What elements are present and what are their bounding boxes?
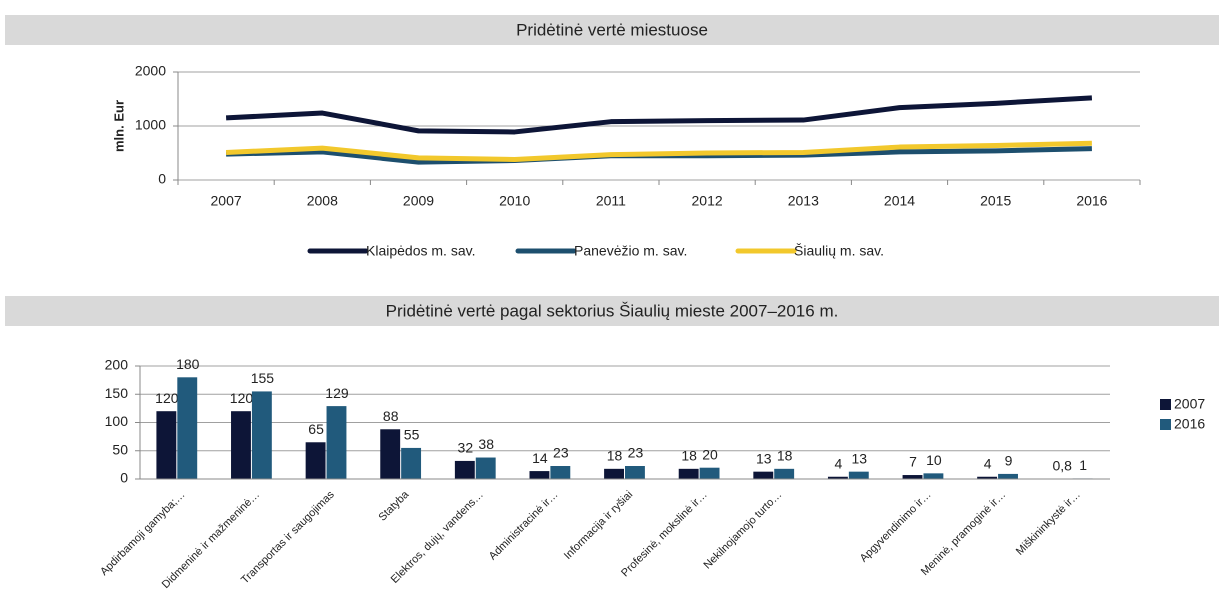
- x-tick-label: 2011: [596, 193, 626, 209]
- data-label: 4: [835, 455, 843, 471]
- x-tick-label: Informacija ir ryšiai: [562, 489, 635, 562]
- bar: [529, 471, 550, 479]
- title-band: [5, 15, 1219, 45]
- data-label: 88: [383, 408, 399, 424]
- y-tick-label: 200: [105, 357, 129, 373]
- data-label: 18: [681, 448, 697, 464]
- data-label: 0,8: [1053, 457, 1073, 473]
- x-tick-label: Profesinė, mokslinė ir…: [619, 489, 710, 580]
- title-band: [5, 296, 1219, 326]
- data-label: 180: [176, 356, 200, 372]
- bar: [380, 429, 401, 479]
- data-label: 23: [553, 445, 569, 461]
- bar: [177, 377, 198, 479]
- bar: [902, 475, 923, 479]
- bar: [774, 468, 795, 479]
- y-tick-label: 0: [120, 470, 128, 486]
- y-axis-label: mln. Eur: [111, 100, 126, 152]
- legend-label: Klaipėdos m. sav.: [366, 243, 475, 259]
- bar: [699, 467, 720, 479]
- data-label: 18: [607, 448, 623, 464]
- data-label: 9: [1005, 453, 1013, 469]
- data-label: 14: [532, 450, 548, 466]
- x-tick-label: 2015: [980, 193, 1011, 209]
- legend-swatch: [1160, 419, 1171, 430]
- bar: [923, 473, 944, 479]
- chart-title: Pridėtinė vertė pagal sektorius Šiaulių …: [386, 301, 839, 320]
- legend-label: 2016: [1174, 416, 1205, 432]
- bar: [998, 473, 1018, 479]
- data-label: 7: [909, 454, 917, 470]
- bar: [625, 466, 645, 479]
- line-series: [225, 140, 1092, 162]
- data-label: 32: [458, 440, 474, 456]
- bar: [454, 460, 475, 479]
- bar: [475, 457, 496, 479]
- data-label: 1: [1079, 457, 1087, 473]
- y-tick-label: 2000: [135, 63, 166, 79]
- x-tick-label: 2010: [499, 193, 530, 209]
- chart-title: Pridėtinė vertė miestuose: [516, 20, 708, 39]
- y-tick-label: 100: [105, 413, 129, 429]
- bar: [156, 411, 177, 479]
- x-tick-label: Apgyvendinimo ir…: [858, 489, 934, 565]
- x-tick-label: 2008: [307, 193, 338, 209]
- data-label: 129: [325, 385, 349, 401]
- y-tick-label: 150: [105, 385, 129, 401]
- bar: [251, 391, 272, 479]
- data-label: 155: [251, 370, 275, 386]
- legend-label: Panevėžio m. sav.: [574, 243, 687, 259]
- data-label: 10: [926, 452, 942, 468]
- data-label: 4: [984, 455, 992, 471]
- x-tick-label: Miškininkystė ir…: [1014, 489, 1083, 558]
- bar: [305, 442, 326, 479]
- x-tick-label: 2012: [692, 193, 723, 209]
- data-label: 13: [756, 450, 772, 466]
- bar: [827, 476, 848, 479]
- x-tick-label: 2013: [788, 193, 819, 209]
- x-tick-label: 2016: [1076, 193, 1107, 209]
- bar: [326, 406, 347, 479]
- data-label: 18: [777, 448, 793, 464]
- bar: [550, 466, 571, 479]
- y-tick-label: 1000: [135, 117, 166, 133]
- bar: [753, 471, 774, 479]
- legend-swatch: [1160, 399, 1171, 410]
- data-label: 65: [308, 421, 324, 437]
- legend-label: 2007: [1174, 396, 1205, 412]
- data-label: 55: [404, 427, 420, 443]
- data-label: 120: [155, 390, 179, 406]
- bar: [678, 468, 699, 479]
- data-label: 23: [628, 445, 644, 461]
- x-tick-label: Nekilnojamojo turto…: [702, 489, 785, 572]
- data-label: 38: [478, 436, 494, 452]
- bar: [848, 471, 869, 479]
- x-tick-label: Meninė, pramoginė ir…: [919, 489, 1008, 578]
- line-series: [225, 95, 1093, 135]
- data-label: 20: [702, 446, 718, 462]
- bar: [231, 411, 251, 479]
- data-label: 120: [230, 390, 254, 406]
- x-tick-label: Statyba: [376, 488, 411, 523]
- y-tick-label: 0: [158, 171, 166, 187]
- x-tick-label: 2009: [403, 193, 434, 209]
- x-tick-label: Apdirbamoji gamyba;…: [98, 489, 187, 578]
- x-tick-label: 2007: [211, 193, 242, 209]
- bar: [977, 476, 998, 479]
- y-tick-label: 50: [112, 441, 128, 457]
- x-tick-label: 2014: [884, 193, 915, 209]
- x-tick-label: Administracinė ir…: [487, 489, 561, 563]
- bar: [604, 468, 624, 479]
- legend-label: Šiaulių m. sav.: [794, 243, 884, 259]
- data-label: 13: [852, 450, 868, 466]
- bar: [401, 447, 422, 479]
